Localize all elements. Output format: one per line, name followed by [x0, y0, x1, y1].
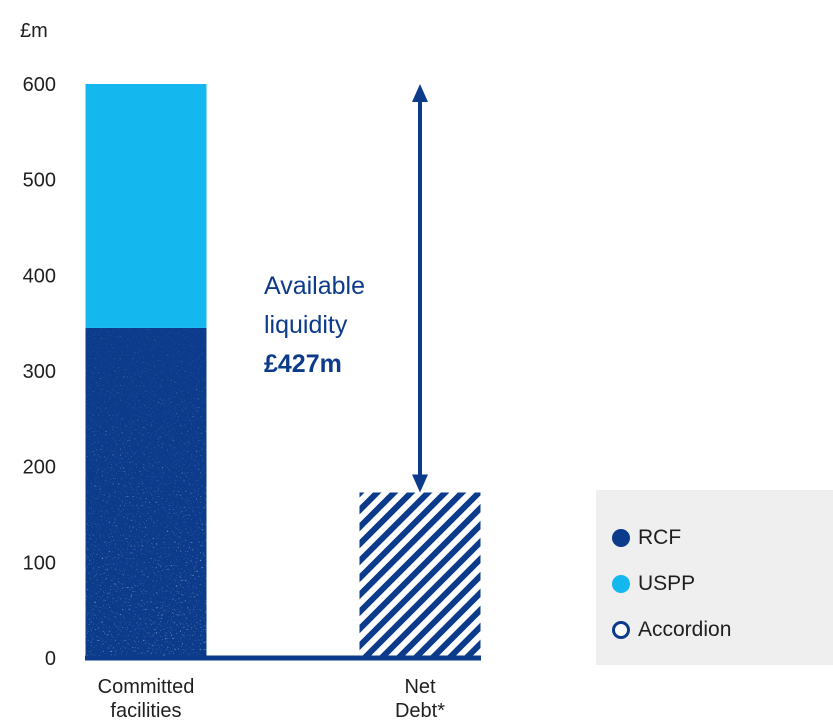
y-tick-label: 200	[23, 457, 56, 479]
rcf-swatch-icon	[612, 529, 630, 547]
x-category-label: Committed facilities	[98, 676, 195, 722]
x-axis-labels: Committed facilities Net Debt*	[98, 676, 446, 722]
legend: RCF USPP Accordion	[596, 490, 833, 665]
uspp-swatch-icon	[612, 575, 630, 593]
y-tick-label: 300	[23, 361, 56, 383]
legend-label: Accordion	[638, 618, 731, 642]
legend-label: USPP	[638, 572, 695, 596]
legend-label: RCF	[638, 526, 681, 550]
rcf-bar	[86, 328, 207, 658]
y-tick-label: 400	[23, 265, 56, 287]
x-category-label: Net Debt*	[395, 676, 445, 722]
y-tick-label: 500	[23, 170, 56, 192]
available-liquidity-label: Available	[264, 272, 365, 300]
available-liquidity-value: £427m	[264, 350, 342, 378]
y-tick-label: 100	[23, 552, 56, 574]
uspp-bar	[86, 84, 207, 328]
y-tick-label: 600	[23, 74, 56, 96]
available-liquidity-annotation: Available liquidity £427m	[264, 84, 428, 492]
y-unit-label: £m	[20, 20, 48, 42]
legend-item-accordion: Accordion	[612, 616, 731, 644]
legend-item-uspp: USPP	[612, 570, 695, 598]
legend-item-rcf: RCF	[612, 524, 681, 552]
arrow-down-icon	[412, 474, 428, 492]
available-liquidity-label: liquidity	[264, 311, 348, 339]
y-tick-label: 0	[45, 648, 56, 670]
arrow-up-icon	[412, 84, 428, 102]
accordion-swatch-icon	[612, 621, 630, 639]
y-axis-ticks: 0 100 200 300 400 500 600	[23, 74, 56, 670]
net-debt-bar	[360, 492, 481, 658]
